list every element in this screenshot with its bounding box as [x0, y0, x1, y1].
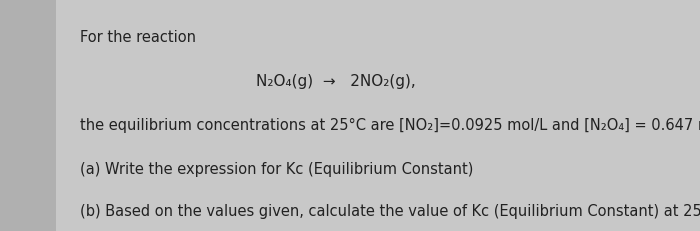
Text: the equilibrium concentrations at 25°C are [NO₂]=0.0925 mol/L and [N₂O₄] = 0.647: the equilibrium concentrations at 25°C a…: [80, 118, 700, 133]
Text: (a) Write the expression for Kᴄ (Equilibrium Constant): (a) Write the expression for Kᴄ (Equilib…: [80, 162, 474, 177]
Bar: [0, 0, 56, 231]
Text: For the reaction: For the reaction: [80, 30, 197, 45]
Text: N₂O₄(g)  →   2NO₂(g),: N₂O₄(g) → 2NO₂(g),: [256, 74, 416, 89]
Text: (b) Based on the values given, calculate the value of Kᴄ (Equilibrium Constant) : (b) Based on the values given, calculate…: [80, 203, 700, 218]
